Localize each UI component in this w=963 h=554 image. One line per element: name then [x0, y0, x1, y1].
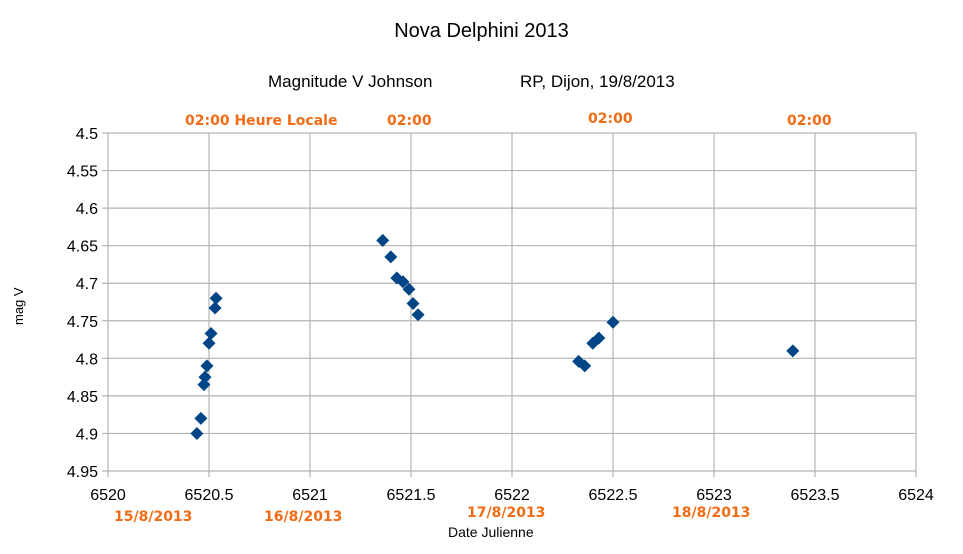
data-point — [209, 291, 223, 305]
data-points — [190, 233, 800, 440]
data-point — [402, 282, 416, 296]
chart-subtitle-right: RP, Dijon, 19/8/2013 — [520, 72, 675, 91]
y-tick-label: 4.65 — [67, 239, 98, 256]
grid — [102, 132, 917, 477]
top-annotation: 02:00 — [787, 113, 832, 129]
data-point — [194, 411, 208, 425]
data-point — [204, 327, 218, 341]
x-tick-label: 6521 — [292, 487, 328, 504]
data-point — [578, 359, 592, 373]
x-tick-label: 6524 — [898, 487, 934, 504]
x-tick-label: 6523.5 — [791, 487, 840, 504]
bottom-annotation: 17/8/2013 — [467, 505, 546, 521]
x-tick-label: 6523 — [696, 487, 732, 504]
chart-title: Nova Delphini 2013 — [394, 20, 569, 42]
y-tick-label: 4.7 — [76, 276, 98, 293]
y-tick-label: 4.85 — [67, 389, 98, 406]
x-axis-label: Date Julienne — [448, 524, 534, 540]
bottom-annotation: 15/8/2013 — [114, 509, 193, 525]
x-tick-label: 6520.5 — [185, 487, 234, 504]
data-point — [384, 250, 398, 264]
y-tick-label: 4.5 — [76, 126, 98, 143]
y-tick-label: 4.9 — [76, 426, 98, 443]
x-tick-label: 6522 — [494, 487, 530, 504]
y-tick-label: 4.75 — [67, 314, 98, 331]
x-tick-labels: 6520 6520.5 6521 6521.5 6522 6522.5 6523 6523.5… — [90, 487, 934, 504]
chart-subtitle-left: Magnitude V Johnson — [268, 72, 433, 91]
y-tick-label: 4.6 — [76, 201, 98, 218]
x-tick-label: 6520 — [90, 487, 126, 504]
y-tick-label: 4.95 — [67, 464, 98, 481]
data-point — [190, 426, 204, 440]
data-point — [396, 275, 410, 289]
y-tick-label: 4.55 — [67, 164, 98, 181]
data-point — [606, 315, 620, 329]
data-point — [411, 308, 425, 322]
bottom-annotation: 16/8/2013 — [264, 509, 343, 525]
bottom-annotation: 18/8/2013 — [672, 505, 751, 521]
top-annotation: 02:00 — [588, 111, 633, 127]
x-tick-label: 6522.5 — [589, 487, 638, 504]
data-point — [197, 378, 211, 392]
data-point — [202, 336, 216, 350]
data-point — [592, 331, 606, 345]
data-point — [208, 301, 222, 315]
y-tick-labels: 4.5 4.55 4.6 4.65 4.7 4.75 4.8 4.85 4.9 4.95 — [67, 126, 98, 481]
data-point — [198, 370, 212, 384]
data-point — [406, 297, 420, 311]
x-tick-label: 6521.5 — [387, 487, 436, 504]
data-point — [200, 359, 214, 373]
y-tick-label: 4.8 — [76, 351, 98, 368]
data-point — [376, 233, 390, 247]
data-point — [786, 344, 800, 358]
top-annotation: 02:00 Heure Locale — [185, 113, 338, 129]
top-annotation: 02:00 — [387, 113, 432, 129]
